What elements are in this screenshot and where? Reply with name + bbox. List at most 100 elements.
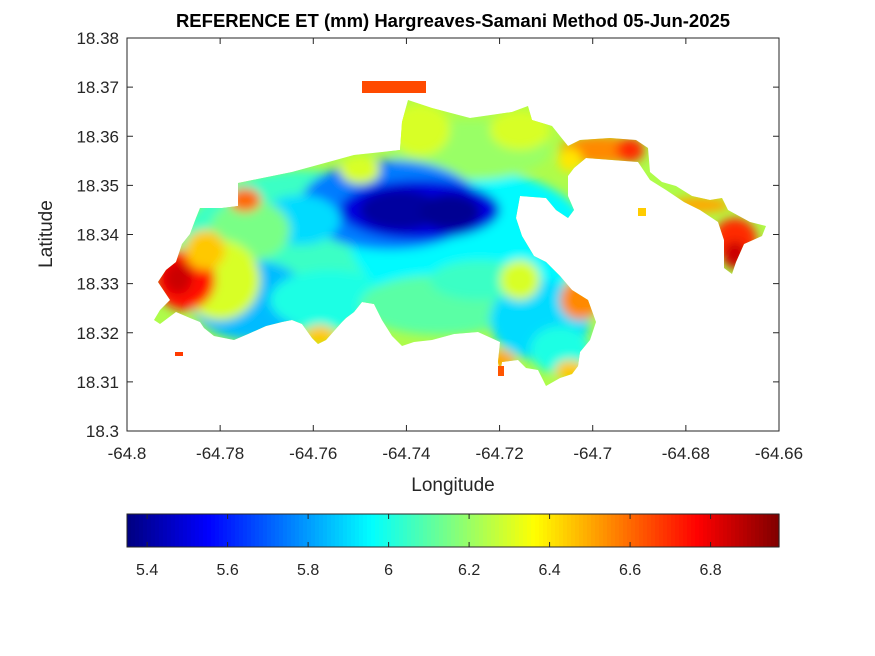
colorbar: 5.4 5.6 5.8 6 6.2 6.4 6.6 6.8 [126,513,780,579]
colorbar-strip [331,514,336,547]
colorbar-strip [755,514,760,547]
x-tick-label: -64.76 [289,444,337,463]
colorbar-strip [671,514,676,547]
colorbar-strip [615,514,620,547]
colorbar-strip [259,514,264,547]
colorbar-strip [323,514,328,547]
colorbar-strip [383,514,388,547]
heat-blob [420,194,480,230]
colorbar-strip [599,514,604,547]
colorbar-strip [495,514,500,547]
colorbar-strip [691,514,696,547]
colorbar-strip [699,514,704,547]
colorbar-strip [139,514,144,547]
colorbar-strip [603,514,608,547]
colorbar-tick-label: 6.2 [458,562,480,579]
colorbar-strip [235,514,240,547]
y-tick-label: 18.3 [86,422,119,441]
colorbar-strip [639,514,644,547]
colorbar-strip [179,514,184,547]
colorbar-strip [307,514,312,547]
heat-blob [340,156,380,184]
x-tick-label: -64.74 [382,444,430,463]
colorbar-strip [419,514,424,547]
colorbar-strip [443,514,448,547]
colorbar-strip [563,514,568,547]
colorbar-strip [207,514,212,547]
colorbar-strip [167,514,172,547]
colorbar-strip [311,514,316,547]
heat-blob [390,104,450,156]
colorbar-strip [479,514,484,547]
colorbar-gradient [127,514,780,547]
colorbar-strip [595,514,600,547]
colorbar-strip [407,514,412,547]
colorbar-tick-label: 5.4 [136,562,158,579]
heatmap-field [154,100,766,386]
colorbar-strip [591,514,596,547]
colorbar-strip [571,514,576,547]
colorbar-strip [631,514,636,547]
colorbar-strip [275,514,280,547]
colorbar-strip [547,514,552,547]
colorbar-tick-label: 6 [384,562,393,579]
colorbar-strip [515,514,520,547]
colorbar-strip [587,514,592,547]
colorbar-strip [387,514,392,547]
colorbar-strip [251,514,256,547]
colorbar-tick-label: 6.6 [619,562,641,579]
colorbar-strip [163,514,168,547]
colorbar-strip [727,514,732,547]
colorbar-tick-label: 5.8 [297,562,319,579]
colorbar-strip [767,514,772,547]
colorbar-strip [539,514,544,547]
colorbar-strip [319,514,324,547]
colorbar-strip [703,514,708,547]
colorbar-strip [155,514,160,547]
colorbar-strip [715,514,720,547]
colorbar-strip [415,514,420,547]
y-tick-label: 18.36 [76,127,119,146]
colorbar-strip [339,514,344,547]
colorbar-strip [463,514,468,547]
y-axis-label: Latitude [36,200,57,268]
colorbar-strip [431,514,436,547]
colorbar-strip [271,514,276,547]
colorbar-ticks: 5.4 5.6 5.8 6 6.2 6.4 6.6 6.8 [136,514,722,579]
colorbar-strip [675,514,680,547]
colorbar-strip [451,514,456,547]
colorbar-strip [499,514,504,547]
colorbar-strip [651,514,656,547]
y-tick-label: 18.38 [76,29,119,48]
colorbar-strip [191,514,196,547]
colorbar-strip [643,514,648,547]
colorbar-strip [511,514,516,547]
colorbar-strip [707,514,712,547]
colorbar-strip [667,514,672,547]
colorbar-strip [283,514,288,547]
colorbar-tick-label: 6.4 [538,562,560,579]
colorbar-strip [315,514,320,547]
colorbar-strip [175,514,180,547]
colorbar-strip [611,514,616,547]
colorbar-strip [355,514,360,547]
colorbar-strip [523,514,528,547]
colorbar-strip [219,514,224,547]
colorbar-strip [627,514,632,547]
colorbar-strip [527,514,532,547]
colorbar-strip [695,514,700,547]
colorbar-strip [663,514,668,547]
y-tick-label: 18.34 [76,226,119,245]
colorbar-strip [127,514,132,547]
colorbar-strip [347,514,352,547]
colorbar-strip [459,514,464,547]
colorbar-strip [531,514,536,547]
colorbar-strip [739,514,744,547]
colorbar-strip [579,514,584,547]
colorbar-strip [543,514,548,547]
colorbar-strip [467,514,472,547]
x-axis: -64.8 -64.78 -64.76 -64.74 -64.72 -64.7 -64.68… [108,38,803,463]
colorbar-strip [447,514,452,547]
x-tick-label: -64.68 [662,444,710,463]
colorbar-strip [491,514,496,547]
